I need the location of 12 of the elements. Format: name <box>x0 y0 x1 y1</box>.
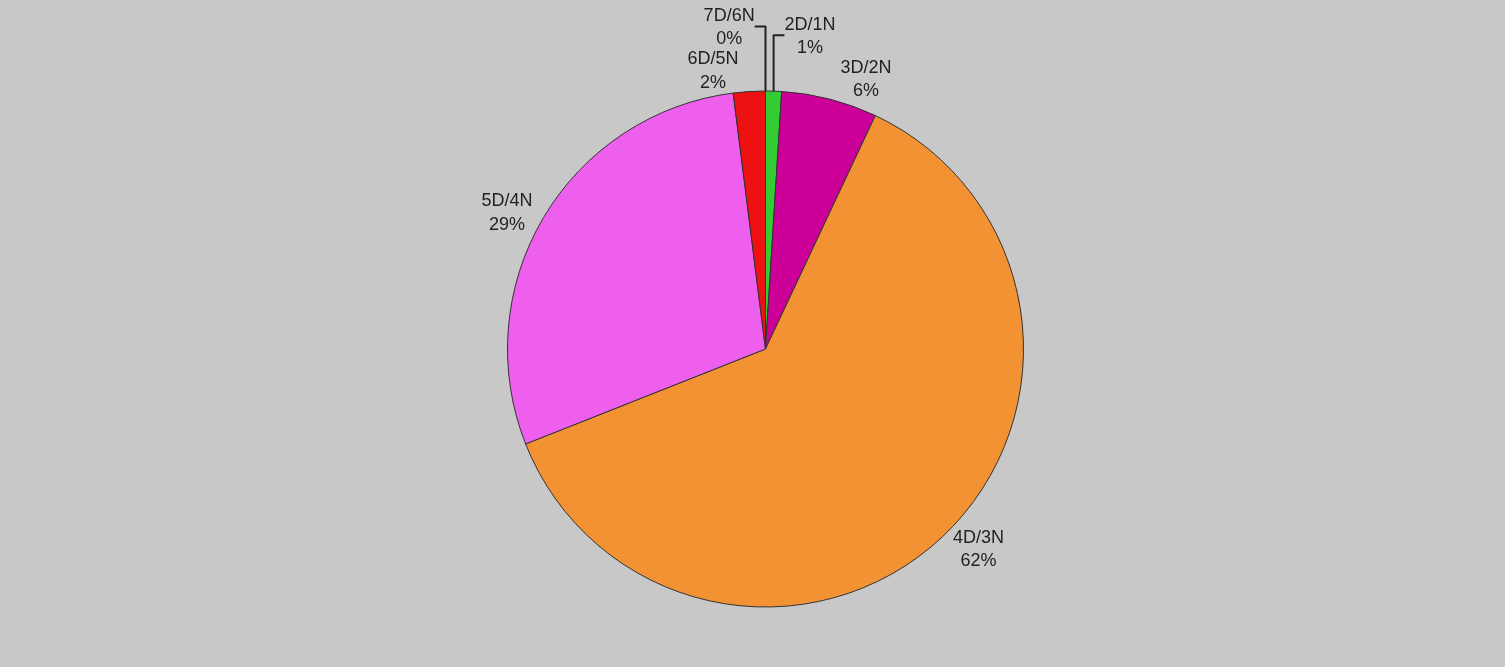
data-label: 6% <box>853 80 880 101</box>
data-label: 2% <box>699 71 726 92</box>
slice-label: 5D/4N <box>481 190 533 211</box>
slice-label: 6D/5N <box>687 48 739 69</box>
category-label: 7D/6N <box>703 4 755 25</box>
text: 0% <box>716 28 743 49</box>
data-label: 62% <box>960 550 997 571</box>
data-label: 29% <box>489 213 526 234</box>
data-label: 1% <box>796 37 823 58</box>
slice-label: 3D/2N <box>840 57 892 78</box>
slice-label: 4D/3N <box>952 526 1004 547</box>
slice-label: 2D/1N <box>784 13 836 34</box>
